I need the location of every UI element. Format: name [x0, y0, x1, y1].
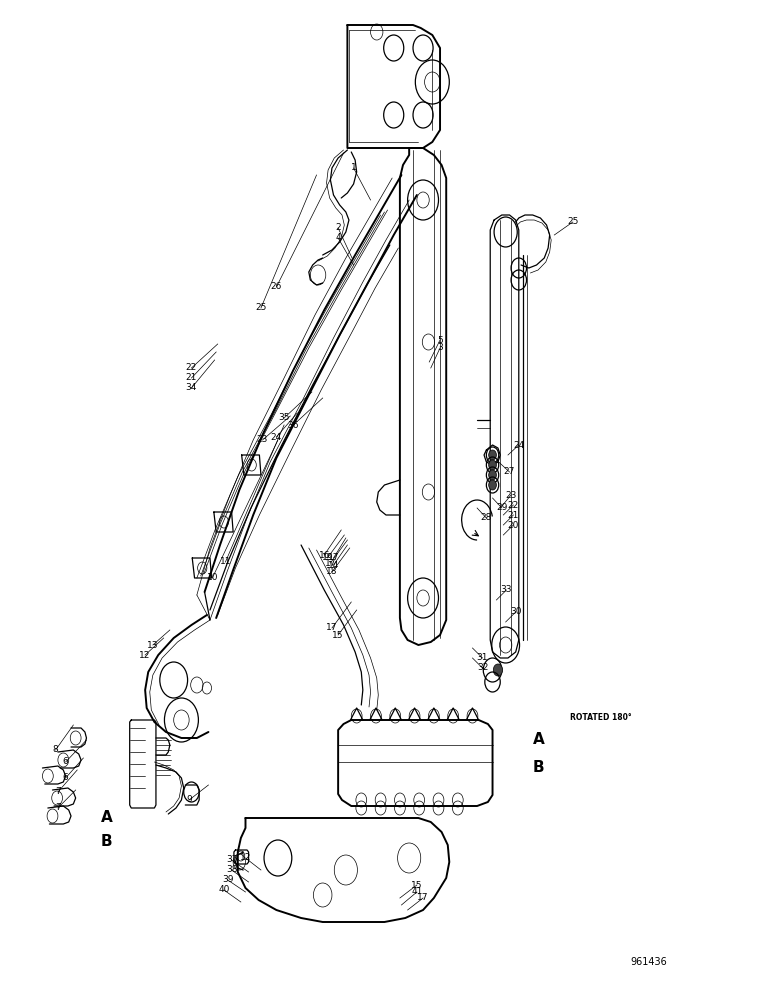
- Text: 961436: 961436: [630, 957, 667, 967]
- Text: 4: 4: [335, 233, 341, 242]
- Text: 9: 9: [186, 796, 192, 804]
- Text: 22: 22: [508, 500, 519, 510]
- Text: 12: 12: [240, 853, 251, 862]
- Text: 10: 10: [207, 573, 218, 582]
- Text: 12: 12: [140, 650, 151, 660]
- Text: 18: 18: [327, 567, 337, 576]
- Text: 29: 29: [496, 504, 507, 512]
- Text: 28: 28: [481, 514, 492, 522]
- Text: 25: 25: [567, 218, 578, 227]
- Circle shape: [489, 450, 496, 460]
- Text: 24: 24: [271, 432, 282, 442]
- Text: 19: 19: [322, 554, 333, 562]
- Text: 1: 1: [350, 163, 357, 172]
- Text: B: B: [533, 761, 545, 776]
- Text: 17: 17: [325, 558, 336, 567]
- Text: 34: 34: [186, 383, 197, 392]
- Text: 3: 3: [437, 344, 443, 353]
- Text: 17: 17: [418, 894, 428, 902]
- Text: ROTATED 180°: ROTATED 180°: [570, 714, 631, 722]
- Text: 41: 41: [411, 888, 422, 896]
- Text: 31: 31: [477, 654, 488, 663]
- Text: 23: 23: [257, 436, 268, 444]
- Text: 36: 36: [288, 420, 299, 430]
- Text: 17: 17: [327, 624, 337, 633]
- Text: 15: 15: [333, 631, 344, 640]
- Text: 5: 5: [437, 336, 443, 345]
- Text: 33: 33: [501, 585, 512, 594]
- Text: 26: 26: [271, 282, 282, 291]
- Text: 35: 35: [279, 413, 290, 422]
- Text: 7: 7: [55, 788, 61, 796]
- Text: 23: 23: [506, 490, 516, 499]
- Text: 22: 22: [186, 363, 197, 372]
- Text: 2: 2: [335, 224, 341, 232]
- Text: 8: 8: [52, 746, 59, 754]
- Text: 25: 25: [256, 304, 266, 312]
- Circle shape: [493, 664, 503, 676]
- Text: 40: 40: [218, 886, 229, 895]
- Text: 13: 13: [147, 641, 158, 650]
- Text: B: B: [100, 834, 113, 849]
- Text: 15: 15: [411, 881, 422, 890]
- Text: 32: 32: [477, 664, 488, 673]
- Text: A: A: [533, 732, 545, 748]
- Text: 37: 37: [226, 856, 237, 864]
- Text: 21: 21: [186, 373, 197, 382]
- Text: 11: 11: [220, 558, 231, 566]
- Text: 38: 38: [226, 865, 237, 874]
- Text: 17: 17: [328, 554, 339, 562]
- Text: 21: 21: [508, 510, 519, 520]
- Circle shape: [489, 480, 496, 490]
- Text: 27: 27: [504, 468, 515, 477]
- Text: 20: 20: [508, 520, 519, 530]
- Text: 6: 6: [63, 774, 69, 782]
- Circle shape: [489, 460, 496, 470]
- Text: 39: 39: [222, 876, 233, 884]
- Text: 30: 30: [510, 607, 521, 616]
- Text: 14: 14: [328, 560, 339, 569]
- Text: A: A: [100, 810, 113, 825]
- Circle shape: [489, 470, 496, 480]
- Text: 7: 7: [55, 804, 61, 812]
- Text: 24: 24: [513, 441, 524, 450]
- Text: 16: 16: [319, 550, 330, 560]
- Text: 6: 6: [63, 758, 69, 766]
